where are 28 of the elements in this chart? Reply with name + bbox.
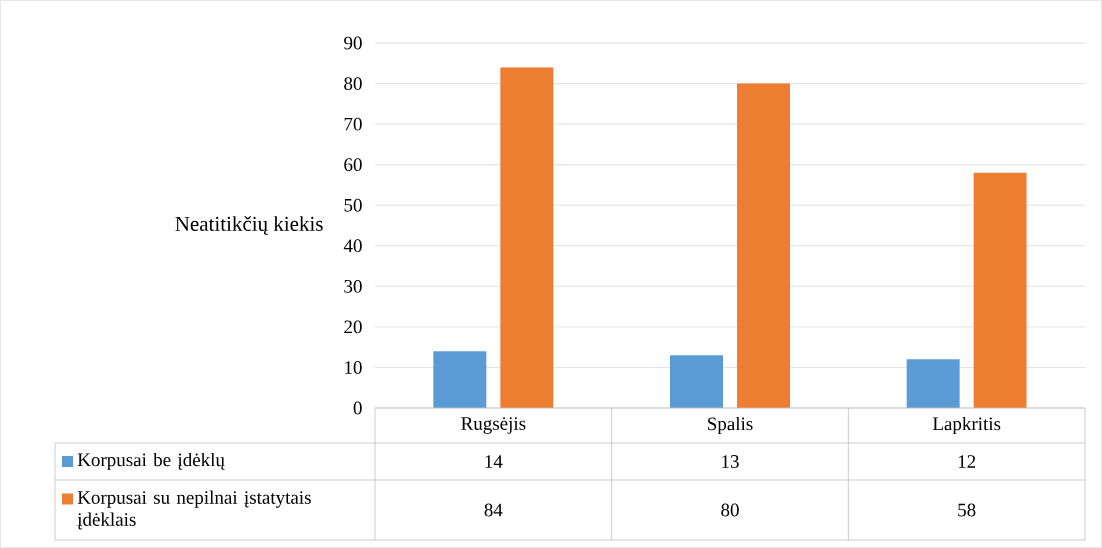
bar [973,172,1027,408]
x-tick-label: Lapkritis [932,416,1001,435]
data-label: 80 [721,503,739,517]
data-label: 58 [958,503,976,517]
legend-label: Korpusai be įdėklų [77,452,225,471]
data-label: 84 [484,503,503,517]
y-tick-label: 80 [344,77,362,90]
data-label: 13 [722,455,739,468]
y-axis-title: Neatitikčių kiekis [175,216,323,235]
data-label: 12 [958,455,976,468]
y-tick-label: 40 [343,239,362,253]
y-tick-label: 90 [344,36,362,50]
y-tick-label: 50 [344,198,362,212]
y-tick-label: 60 [344,158,362,172]
x-tick-label: Rugsėjis [461,417,526,434]
y-tick-label: 30 [344,279,362,293]
x-tick-label: Spalis [708,416,753,435]
y-tick-label: 0 [353,401,362,415]
bar [433,351,487,408]
y-tick-label: 20 [344,320,362,334]
bar [670,355,723,408]
data-label: 14 [485,455,503,468]
y-tick-label: 70 [344,117,362,131]
y-tick-label: 10 [345,361,362,374]
bar [500,67,554,408]
legend-label: Korpusai su nepilnai įstatytais įdėklais [77,490,311,530]
bar [906,359,960,408]
bar [737,83,790,408]
